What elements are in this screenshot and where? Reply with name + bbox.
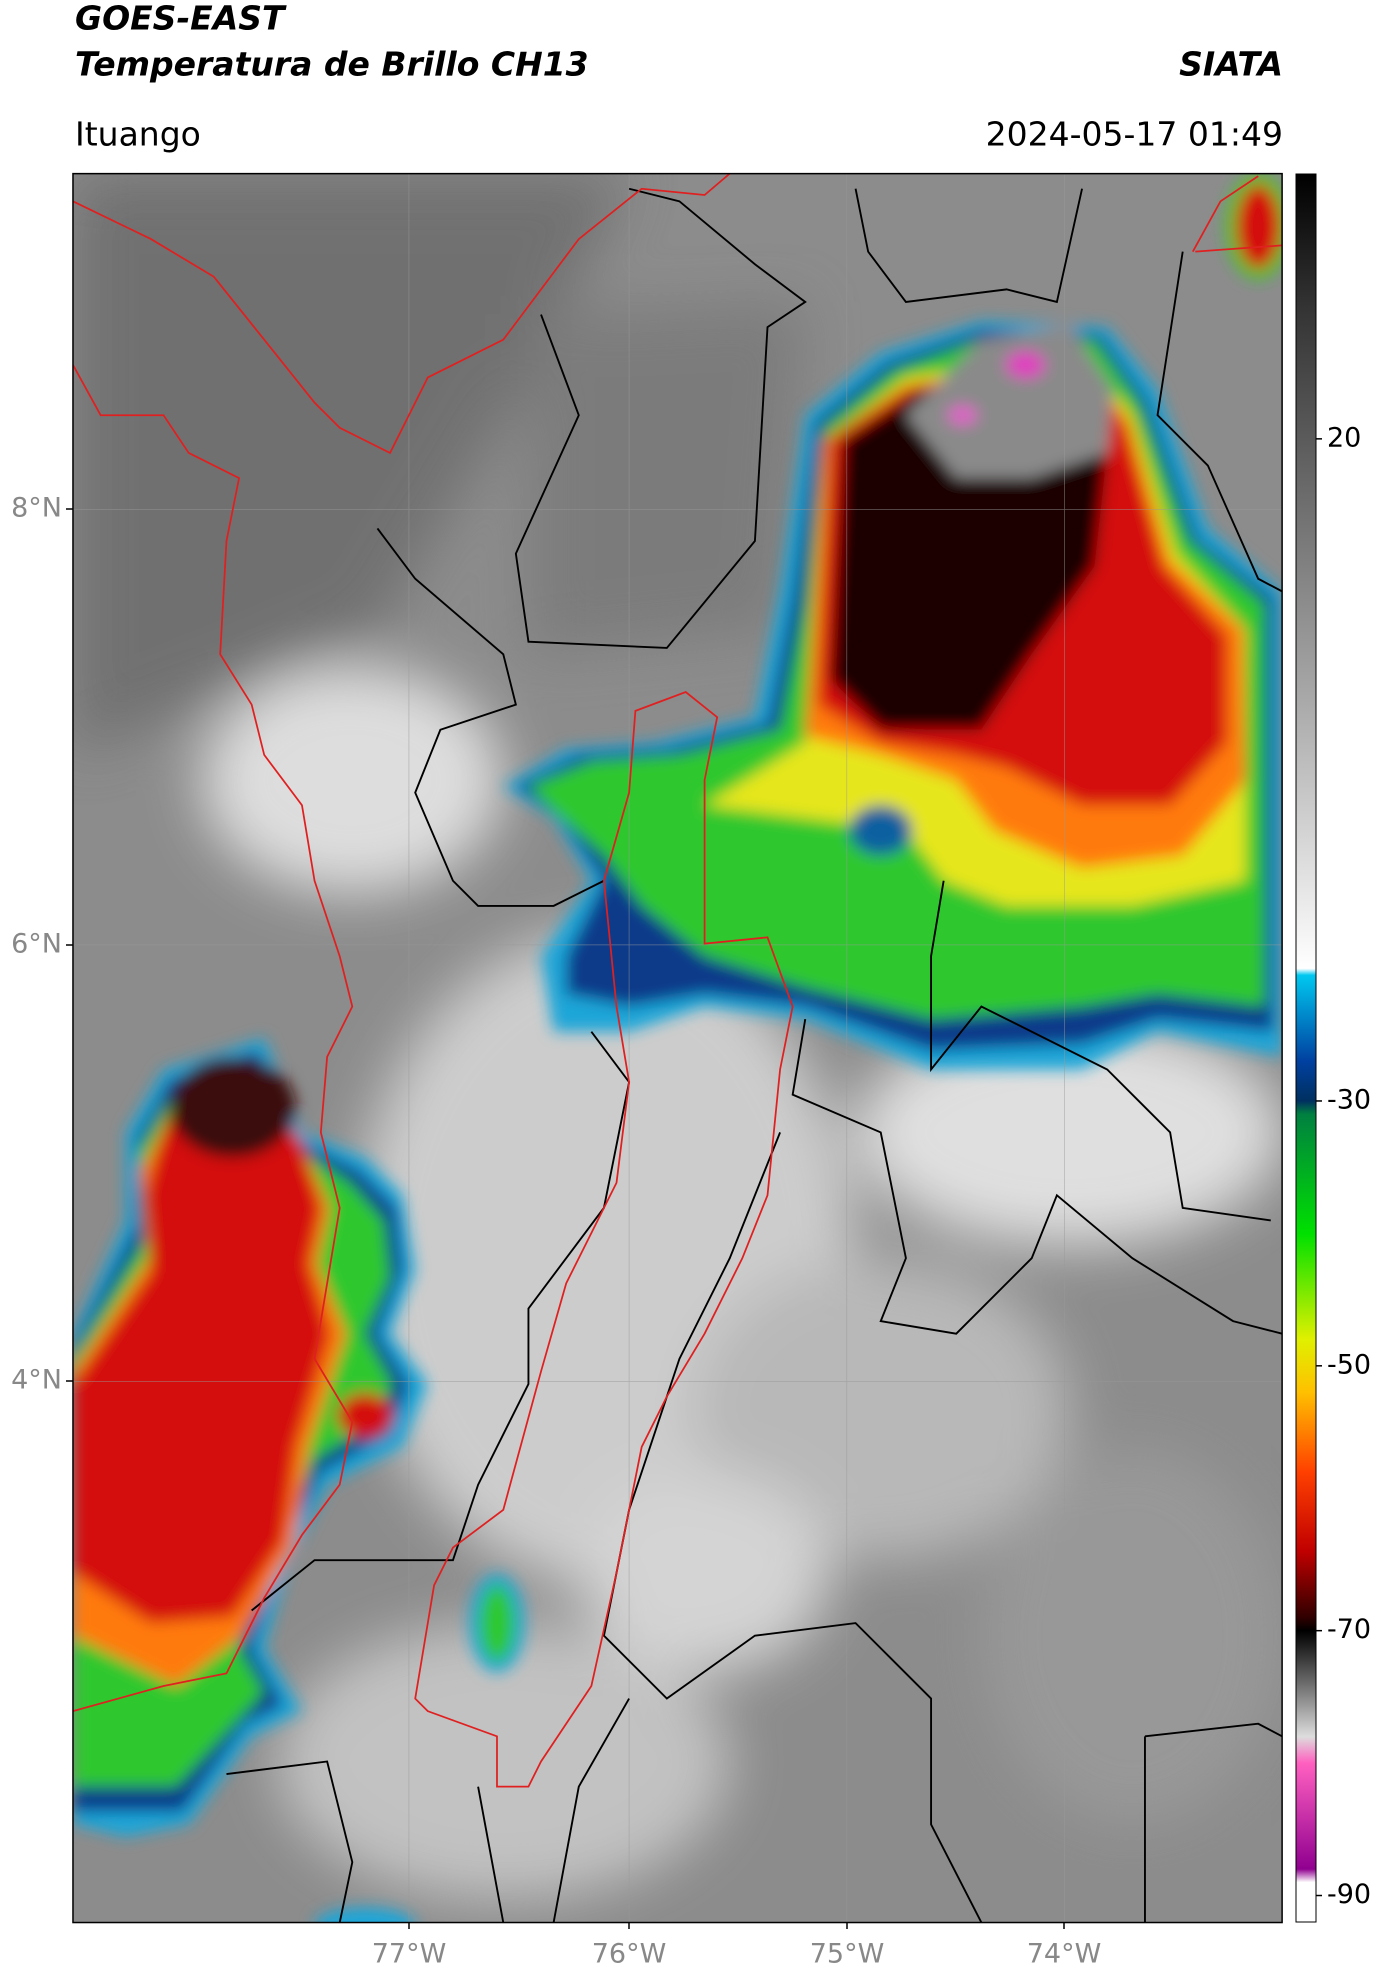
location: Ituango [75,115,201,154]
datetime: 2024-05-17 01:49 [986,115,1283,154]
lon-label: 76°W [592,1939,667,1970]
subtitle: Temperatura de Brillo CH13 [75,45,589,84]
colorbar-tick-label: -50 [1327,1349,1371,1380]
lat-label: 4°N [11,1365,62,1396]
map [72,172,1283,1924]
brand: SIATA [1179,45,1283,84]
title: GOES-EAST [75,0,287,38]
colorbar-tick-label: -90 [1327,1879,1371,1910]
colorbar [1295,173,1317,1923]
lat-label: 8°N [11,493,62,524]
colorbar-tick-label: -30 [1327,1084,1371,1115]
colorbar-tick-label: -70 [1327,1614,1371,1645]
lon-label: 74°W [1027,1939,1102,1970]
lat-label: 6°N [11,929,62,960]
lon-label: 75°W [810,1939,885,1970]
colorbar-tick-label: 20 [1327,422,1361,453]
lon-label: 77°W [372,1939,447,1970]
